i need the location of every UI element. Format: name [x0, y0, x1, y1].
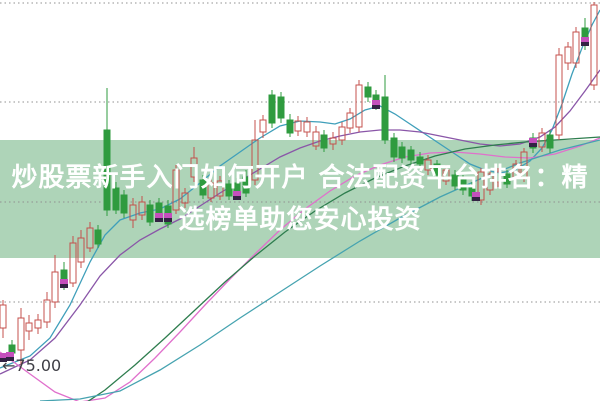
- ma-fast-teal: [0, 9, 600, 369]
- ma-lines-layer: [0, 9, 600, 401]
- candles-layer: [0, 2, 598, 368]
- ma-mid-purple: [0, 69, 600, 375]
- price-label: ←75.00: [2, 356, 62, 375]
- ma-magenta: [0, 137, 600, 401]
- ma-slow-teal: [39, 139, 600, 401]
- ma-slow-darkgreen: [87, 136, 600, 401]
- buy-markers-layer: [0, 37, 589, 362]
- gridlines-layer: [0, 2, 600, 303]
